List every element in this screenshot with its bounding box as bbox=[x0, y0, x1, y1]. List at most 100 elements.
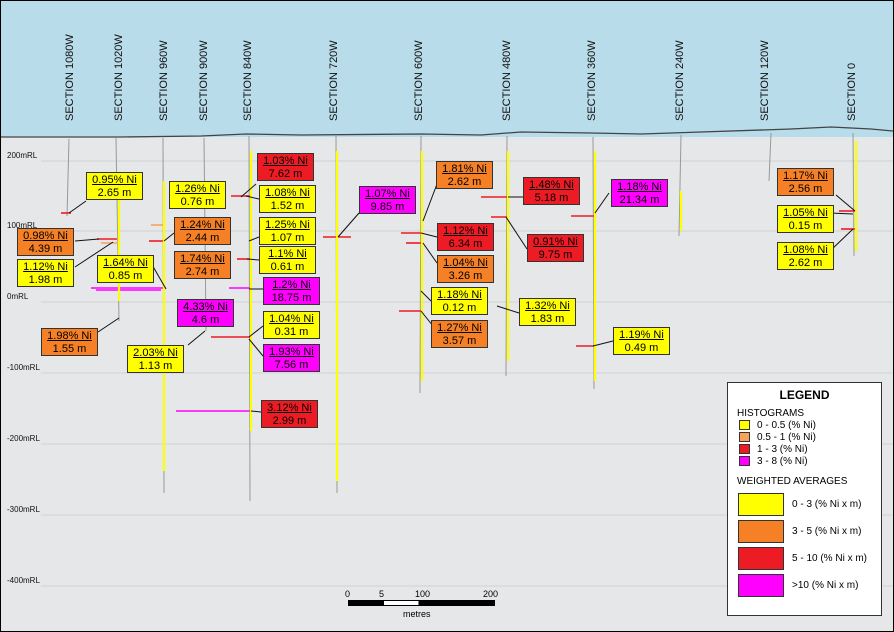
scale-tick: 5 bbox=[379, 589, 385, 599]
grade-label: 1.27% Ni bbox=[437, 322, 482, 334]
scale-unit: metres bbox=[403, 609, 431, 619]
intercept-box: 1.12% Ni 1.98 m bbox=[17, 259, 74, 287]
grade-label: 0.98% Ni bbox=[23, 230, 68, 242]
section-label: SECTION 1020W bbox=[113, 34, 125, 121]
rl-label: 200mRL bbox=[7, 151, 38, 160]
sky-band bbox=[1, 1, 893, 137]
width-label: 0.12 m bbox=[442, 302, 477, 314]
histogram-swatch bbox=[739, 432, 750, 442]
intercept-box: 1.93% Ni 7.56 m bbox=[263, 344, 320, 372]
weighted-legend-label: 3 - 5 (% Ni x m) bbox=[792, 526, 862, 537]
rl-label: -100mRL bbox=[7, 363, 40, 372]
width-label: 18.75 m bbox=[271, 292, 312, 304]
section-label: SECTION 0 bbox=[846, 62, 858, 121]
scale-bar: 0 5 100 200 metres bbox=[342, 589, 502, 619]
section-label: SECTION 900W bbox=[198, 40, 210, 121]
width-label: 7.62 m bbox=[268, 168, 303, 180]
histogram-legend-row: 0 - 0.5 (% Ni) bbox=[739, 419, 881, 431]
width-label: 0.61 m bbox=[270, 261, 305, 273]
leader-lines bbox=[68, 183, 856, 413]
grade-label: 0.95% Ni bbox=[92, 174, 137, 186]
intercept-box: 1.98% Ni 1.55 m bbox=[41, 328, 98, 356]
weighted-legend: 0 - 3 (% Ni x m) 3 - 5 (% Ni x m) 5 - 10 (… bbox=[728, 493, 881, 597]
grade-label: 1.19% Ni bbox=[619, 329, 664, 341]
width-label: 9.75 m bbox=[538, 249, 573, 261]
intercept-box: 1.18% Ni 21.34 m bbox=[611, 179, 668, 207]
width-label: 1.52 m bbox=[270, 200, 305, 212]
section-label: SECTION 240W bbox=[674, 40, 686, 121]
topography-line bbox=[1, 126, 893, 138]
weighted-swatch bbox=[738, 574, 784, 597]
weighted-swatch bbox=[738, 547, 784, 570]
rl-label: 100mRL bbox=[7, 221, 38, 230]
scale-bar-graphic bbox=[348, 600, 495, 606]
section-label: SECTION 120W bbox=[759, 40, 771, 121]
intercept-box: 1.07% Ni 9.85 m bbox=[359, 186, 416, 214]
width-label: 0.15 m bbox=[788, 220, 823, 232]
width-label: 21.34 m bbox=[619, 194, 660, 206]
section-label: SECTION 600W bbox=[413, 40, 425, 121]
width-label: 0.49 m bbox=[624, 342, 659, 354]
weighted-legend-row: 0 - 3 (% Ni x m) bbox=[738, 493, 881, 516]
intercept-box: 0.98% Ni 4.39 m bbox=[17, 228, 74, 256]
intercept-box: 1.17% Ni 2.56 m bbox=[777, 168, 834, 196]
grade-label: 1.74% Ni bbox=[180, 253, 225, 265]
scale-tick: 100 bbox=[415, 589, 431, 599]
histogram-legend-row: 1 - 3 (% Ni) bbox=[739, 443, 881, 455]
histogram-legend-label: 0 - 0.5 (% Ni) bbox=[757, 419, 816, 431]
intercept-box: 1.19% Ni 0.49 m bbox=[613, 327, 670, 355]
histogram-swatch bbox=[739, 456, 750, 466]
grade-label: 1.25% Ni bbox=[265, 219, 310, 231]
histogram-swatch bbox=[739, 420, 750, 430]
section-label: SECTION 1080W bbox=[64, 34, 76, 121]
intercept-box: 1.32% Ni 1.83 m bbox=[519, 298, 576, 326]
width-label: 3.26 m bbox=[448, 270, 483, 282]
width-label: 1.83 m bbox=[530, 313, 565, 325]
width-label: 4.39 m bbox=[28, 243, 63, 255]
width-label: 1.55 m bbox=[52, 343, 87, 355]
width-label: 2.62 m bbox=[447, 176, 482, 188]
width-label: 0.76 m bbox=[180, 196, 215, 208]
grade-label: 1.18% Ni bbox=[437, 289, 482, 301]
width-label: 4.6 m bbox=[191, 314, 220, 326]
grade-label: 1.04% Ni bbox=[443, 257, 488, 269]
histogram-legend-row: 3 - 8 (% Ni) bbox=[739, 455, 881, 467]
histogram-legend: 0 - 0.5 (% Ni) 0.5 - 1 (% Ni) 1 - 3 (% Ni)… bbox=[728, 419, 881, 467]
section-label: SECTION 720W bbox=[328, 40, 340, 121]
histogram-swatch bbox=[739, 444, 750, 454]
intercept-box: 1.81% Ni 2.62 m bbox=[436, 161, 493, 189]
weighted-legend-label: 0 - 3 (% Ni x m) bbox=[792, 499, 862, 510]
width-label: 0.85 m bbox=[108, 270, 143, 282]
grade-label: 1.48% Ni bbox=[529, 179, 574, 191]
grade-label: 1.26% Ni bbox=[175, 183, 220, 195]
legend-title: LEGEND bbox=[779, 388, 830, 402]
rl-label: 0mRL bbox=[7, 292, 29, 301]
width-label: 2.44 m bbox=[185, 232, 220, 244]
weighted-swatch bbox=[738, 493, 784, 516]
section-label: SECTION 360W bbox=[586, 40, 598, 121]
grade-label: 3.12% Ni bbox=[267, 402, 312, 414]
grade-label: 1.08% Ni bbox=[265, 187, 310, 199]
width-label: 0.31 m bbox=[274, 326, 309, 338]
legend: LEGEND HISTOGRAMS 0 - 0.5 (% Ni) 0.5 - 1 … bbox=[727, 382, 882, 616]
intercept-box: 1.04% Ni 3.26 m bbox=[437, 255, 494, 283]
grade-label: 1.98% Ni bbox=[47, 330, 92, 342]
grade-label: 1.05% Ni bbox=[783, 207, 828, 219]
grade-label: 1.2% Ni bbox=[272, 279, 311, 291]
width-label: 2.65 m bbox=[97, 187, 132, 199]
grade-label: 4.33% Ni bbox=[183, 301, 228, 313]
width-label: 3.57 m bbox=[442, 335, 477, 347]
grade-label: 1.08% Ni bbox=[783, 244, 828, 256]
intercept-box: 1.08% Ni 2.62 m bbox=[777, 242, 834, 270]
intercept-box: 1.25% Ni 1.07 m bbox=[259, 217, 316, 245]
width-label: 2.62 m bbox=[788, 257, 823, 269]
section-label: SECTION 840W bbox=[242, 40, 254, 121]
histogram-legend-label: 3 - 8 (% Ni) bbox=[757, 455, 808, 467]
weighted-legend-row: >10 (% Ni x m) bbox=[738, 574, 881, 597]
grade-label: 1.93% Ni bbox=[269, 346, 314, 358]
intercept-box: 1.74% Ni 2.74 m bbox=[174, 251, 231, 279]
rl-label: -300mRL bbox=[7, 505, 40, 514]
intercept-box: 1.26% Ni 0.76 m bbox=[169, 181, 226, 209]
intercept-box: 1.1% Ni 0.61 m bbox=[259, 246, 316, 274]
grade-label: 1.81% Ni bbox=[442, 163, 487, 175]
